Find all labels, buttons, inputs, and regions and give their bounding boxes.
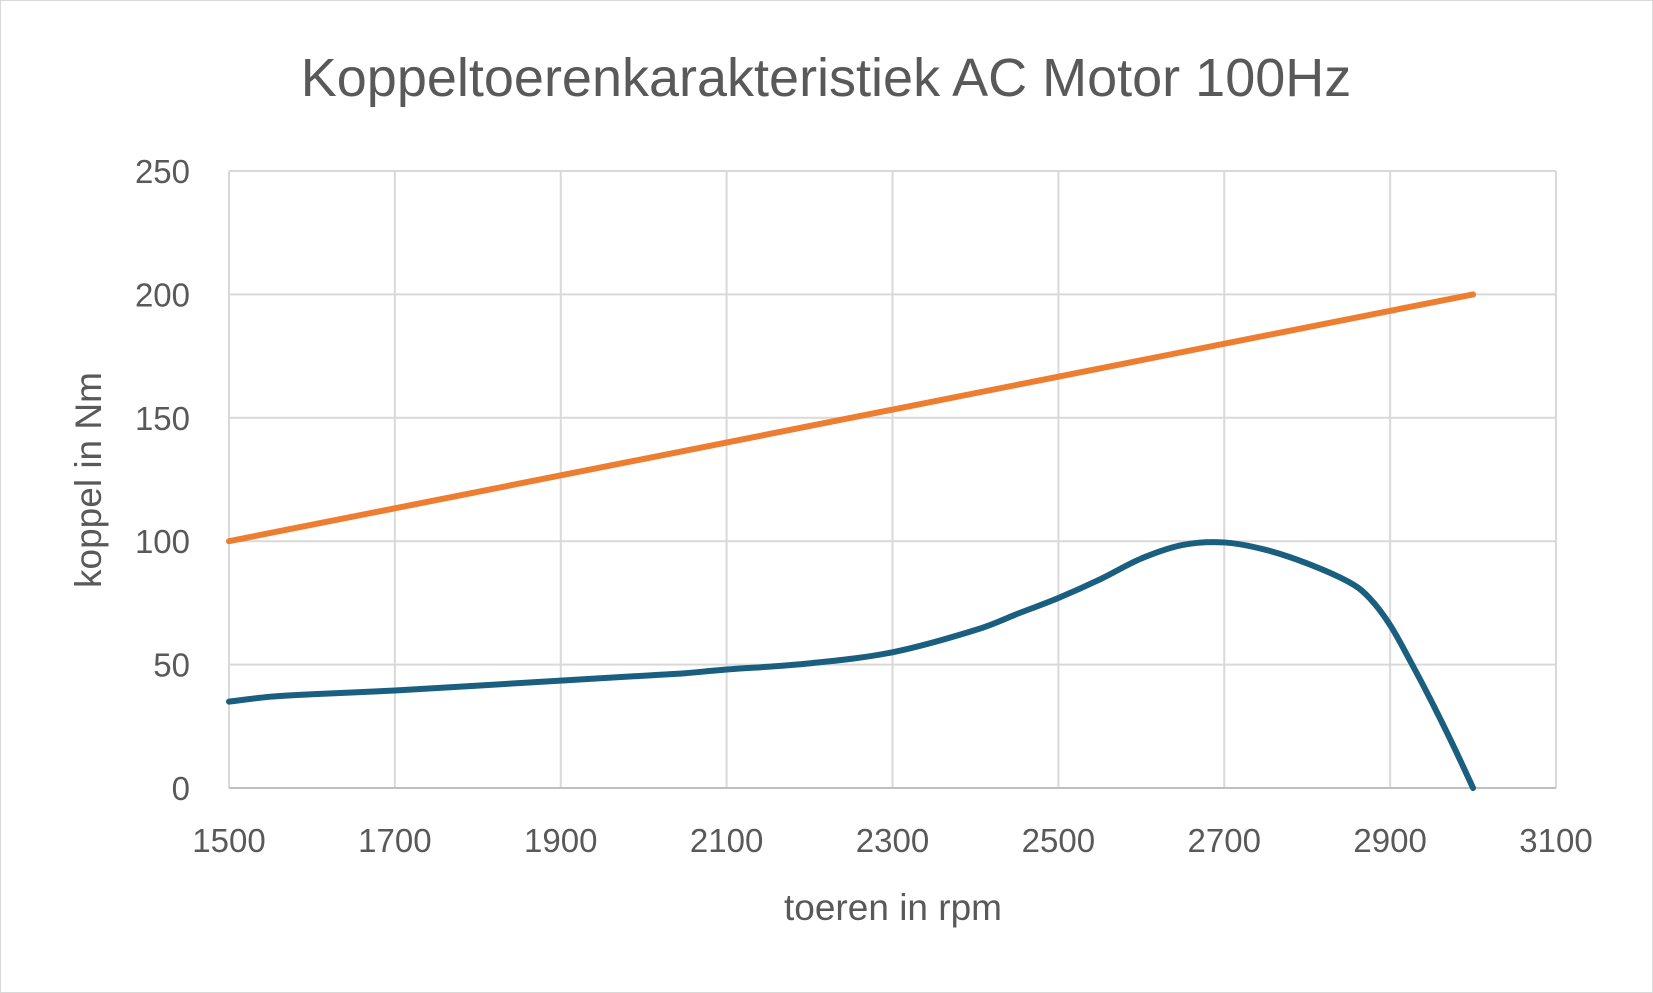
y-tick-label: 250 [135,153,190,190]
x-tick-label: 1700 [358,822,431,859]
x-tick-label: 1900 [524,822,597,859]
x-tick-label: 2700 [1188,822,1261,859]
x-axis-title: toeren in rpm [784,887,1002,928]
x-tick-label: 3100 [1519,822,1592,859]
x-tick-label: 1500 [192,822,265,859]
x-tick-label: 2300 [856,822,929,859]
x-tick-label: 2900 [1353,822,1426,859]
series-line-orange [226,291,1477,545]
y-axis-title: koppel in Nm [68,372,109,588]
grid [228,170,1557,789]
series-group [226,291,1477,791]
y-tick-label: 100 [135,523,190,560]
chart-title: Koppeltoerenkarakteristiek AC Motor 100H… [301,48,1352,108]
x-tick-label: 2100 [690,822,763,859]
y-tick-label: 50 [153,647,190,684]
x-tick-label: 2500 [1022,822,1095,859]
series-line-blue [226,539,1477,791]
y-tick-label: 0 [172,770,190,807]
y-axis-ticks: 0 50 100 150 200 250 [135,153,190,807]
x-axis-ticks: 1500 1700 1900 2100 2300 2500 2700 2900 3100 [192,822,1592,859]
y-tick-label: 200 [135,276,190,313]
y-tick-label: 150 [135,400,190,437]
